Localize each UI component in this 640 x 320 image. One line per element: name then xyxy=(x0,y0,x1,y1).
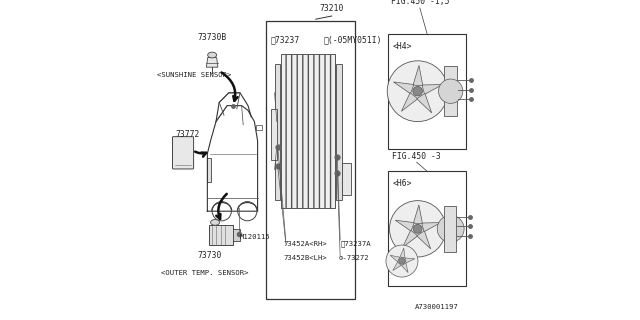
Text: 73210: 73210 xyxy=(319,4,344,13)
Circle shape xyxy=(438,79,463,103)
Ellipse shape xyxy=(207,52,216,58)
Polygon shape xyxy=(422,84,443,94)
Bar xyxy=(266,21,355,299)
Bar xyxy=(336,64,342,200)
Bar xyxy=(281,54,335,208)
Polygon shape xyxy=(403,230,418,247)
Circle shape xyxy=(387,61,448,122)
FancyBboxPatch shape xyxy=(173,137,193,169)
Circle shape xyxy=(386,245,418,277)
Polygon shape xyxy=(422,223,441,232)
Text: 73452A<RH>: 73452A<RH> xyxy=(283,241,327,247)
Text: <OUTER TEMP. SENSOR>: <OUTER TEMP. SENSOR> xyxy=(161,270,248,276)
Polygon shape xyxy=(396,220,414,231)
Bar xyxy=(233,229,240,241)
Bar xyxy=(388,34,466,149)
Text: 73730B: 73730B xyxy=(198,33,227,42)
Polygon shape xyxy=(401,92,418,111)
Circle shape xyxy=(390,201,446,257)
Text: 73772: 73772 xyxy=(175,130,200,139)
Text: <H4>: <H4> xyxy=(393,42,412,51)
Polygon shape xyxy=(400,248,405,258)
Text: FIG.450 -1,5: FIG.450 -1,5 xyxy=(390,0,449,6)
Bar xyxy=(444,206,456,252)
Bar xyxy=(207,158,211,182)
Polygon shape xyxy=(417,93,432,113)
Ellipse shape xyxy=(211,220,220,225)
Text: A730001197: A730001197 xyxy=(415,304,459,310)
Circle shape xyxy=(413,224,422,233)
Polygon shape xyxy=(393,262,401,270)
Bar xyxy=(256,125,262,130)
Polygon shape xyxy=(206,58,218,67)
Circle shape xyxy=(437,215,464,242)
Text: FIG.450 -3: FIG.450 -3 xyxy=(392,152,441,161)
Circle shape xyxy=(413,86,422,96)
Bar xyxy=(444,66,457,116)
Polygon shape xyxy=(394,82,414,94)
Bar xyxy=(271,109,276,160)
Text: ⊙-73272: ⊙-73272 xyxy=(339,255,370,260)
Polygon shape xyxy=(401,263,408,273)
Text: M120115: M120115 xyxy=(240,234,271,240)
Text: <H6>: <H6> xyxy=(393,179,412,188)
Text: ※73237A: ※73237A xyxy=(340,241,371,247)
Text: ※(-05MY051I): ※(-05MY051I) xyxy=(323,35,381,44)
Bar xyxy=(275,64,280,200)
Text: <SUNSHINE SENSOR>: <SUNSHINE SENSOR> xyxy=(157,72,232,78)
Polygon shape xyxy=(405,258,415,263)
Circle shape xyxy=(399,258,405,264)
Bar xyxy=(342,163,351,195)
Text: ※73237: ※73237 xyxy=(270,35,300,44)
Polygon shape xyxy=(417,231,431,249)
Bar xyxy=(388,171,466,286)
Polygon shape xyxy=(413,65,423,86)
Polygon shape xyxy=(390,255,400,262)
Polygon shape xyxy=(413,205,422,224)
Text: 73730: 73730 xyxy=(197,251,222,260)
Text: 73452B<LH>: 73452B<LH> xyxy=(283,255,327,260)
Bar xyxy=(209,225,233,245)
